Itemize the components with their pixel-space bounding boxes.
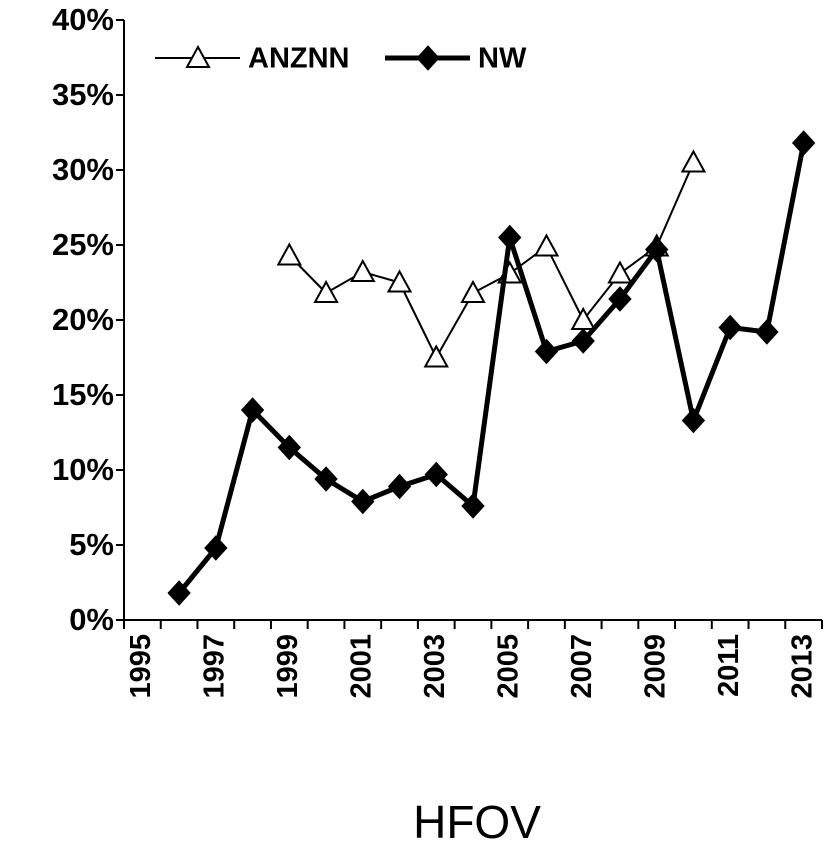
x-tick-label: 1997 xyxy=(198,634,230,699)
data-point xyxy=(498,224,522,251)
data-point xyxy=(533,233,560,257)
data-point xyxy=(570,306,596,330)
data-point xyxy=(571,328,595,354)
data-point xyxy=(680,149,707,173)
data-point xyxy=(276,242,303,266)
y-tick-label: 30% xyxy=(52,152,114,187)
legend-label: NW xyxy=(478,43,527,75)
data-point xyxy=(534,338,559,365)
x-tick-label: 2003 xyxy=(419,634,451,699)
data-point xyxy=(791,130,816,156)
x-axis-label: HFOV xyxy=(413,796,541,848)
data-point xyxy=(350,258,376,282)
x-tick-label: 2009 xyxy=(639,634,671,699)
y-tick-label: 15% xyxy=(52,377,114,412)
series-line xyxy=(177,142,807,595)
y-tick-label: 20% xyxy=(52,302,114,337)
data-point xyxy=(387,473,412,500)
y-tick-label: 5% xyxy=(69,527,114,562)
data-point xyxy=(424,461,448,488)
data-point xyxy=(277,434,301,461)
x-tick-label: 2007 xyxy=(566,634,598,699)
data-point xyxy=(314,466,338,492)
x-tick-label: 2013 xyxy=(786,634,818,699)
x-tick-label: 2001 xyxy=(345,634,377,699)
data-point xyxy=(351,488,375,515)
data-point xyxy=(608,286,632,312)
data-point xyxy=(461,493,485,519)
data-point xyxy=(386,269,413,293)
x-tick-label: 2005 xyxy=(492,634,524,699)
data-point xyxy=(718,314,742,341)
data-point xyxy=(755,319,779,345)
y-tick-label: 35% xyxy=(52,77,114,112)
data-point xyxy=(240,397,265,423)
x-tick-label: 1999 xyxy=(272,634,304,699)
data-point xyxy=(167,580,191,606)
data-point xyxy=(460,279,486,303)
data-point xyxy=(313,279,339,303)
data-point xyxy=(204,535,228,561)
x-tick-label: 2011 xyxy=(713,634,745,697)
y-tick-label: 25% xyxy=(52,227,114,262)
legend-label: ANZNN xyxy=(248,43,350,75)
data-point xyxy=(423,344,449,368)
legend-marker xyxy=(416,45,440,71)
x-tick-label: 1995 xyxy=(125,634,157,699)
data-point xyxy=(681,407,706,434)
y-tick-label: 40% xyxy=(52,2,114,37)
data-point xyxy=(645,236,669,263)
legend-marker xyxy=(185,44,211,68)
y-tick-label: 10% xyxy=(52,452,114,487)
data-point xyxy=(607,260,633,284)
y-tick-label: 0% xyxy=(69,602,114,637)
series-line xyxy=(288,162,695,359)
